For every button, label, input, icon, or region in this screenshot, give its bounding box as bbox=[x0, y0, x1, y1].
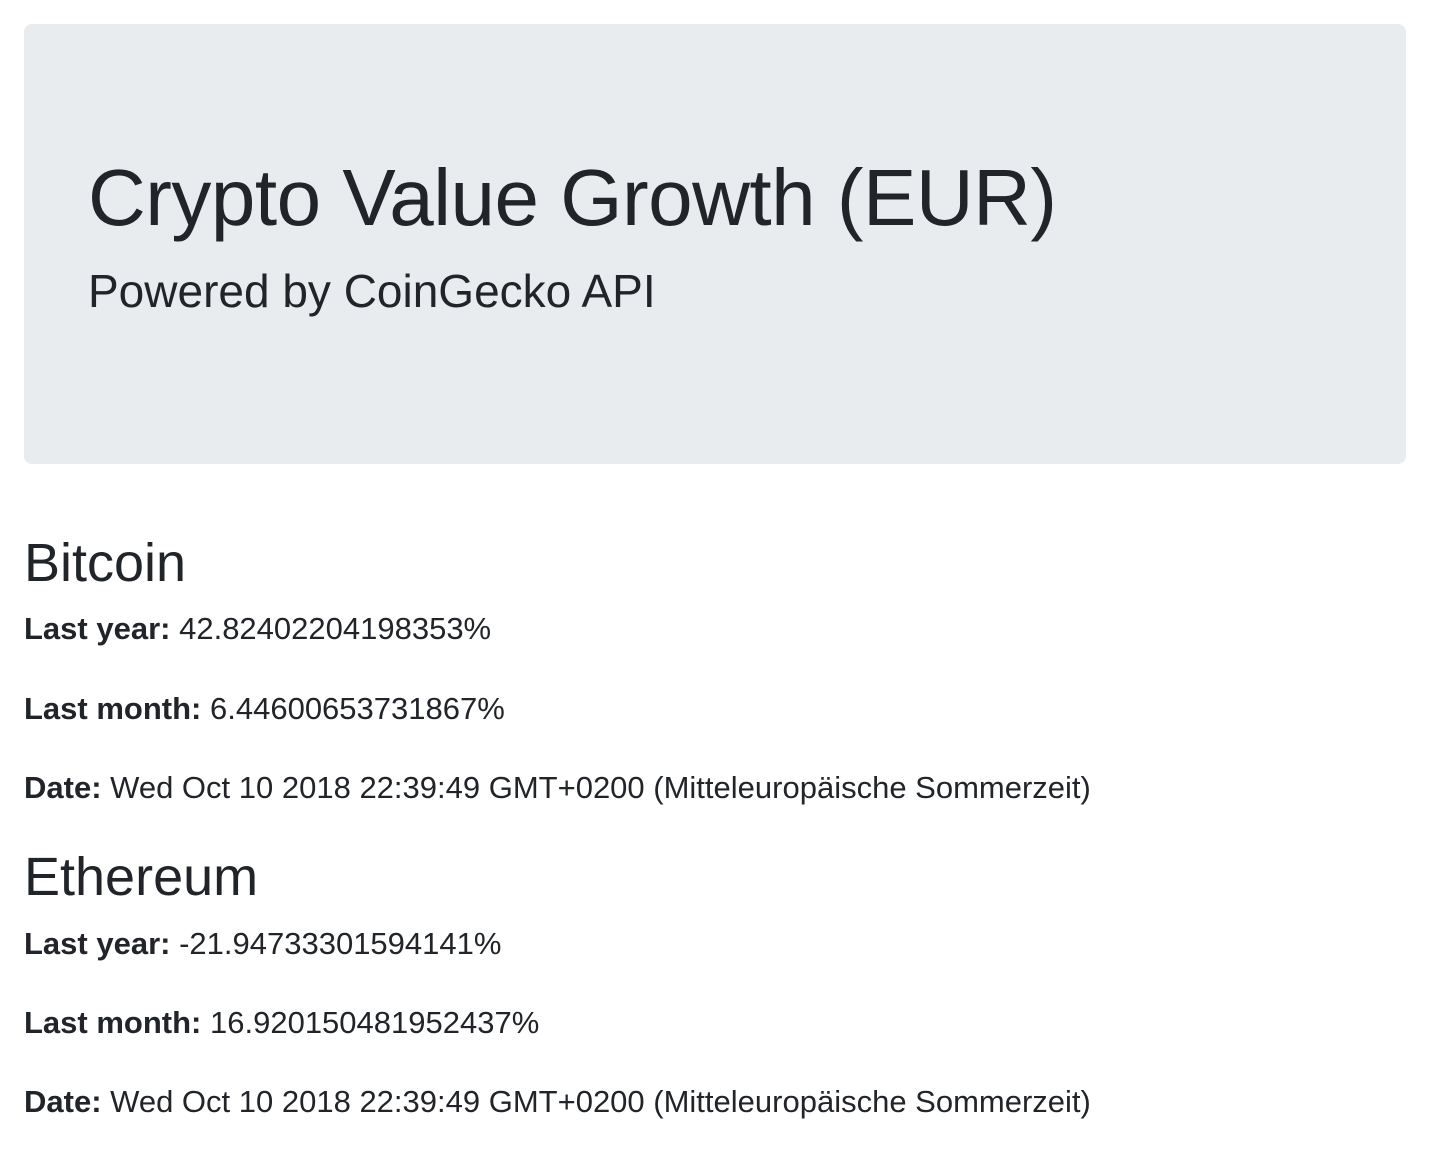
last-year-label: Last year: bbox=[24, 925, 171, 961]
date-stat: Date: Wed Oct 10 2018 22:39:49 GMT+0200 … bbox=[24, 1082, 1406, 1122]
coin-section-bitcoin: Bitcoin Last year: 42.82402204198353% La… bbox=[24, 533, 1406, 808]
last-month-label: Last month: bbox=[24, 1004, 202, 1040]
last-month-label: Last month: bbox=[24, 690, 202, 726]
last-year-stat: Last year: -21.94733301594141% bbox=[24, 924, 1406, 964]
date-label: Date: bbox=[24, 769, 102, 805]
date-value: Wed Oct 10 2018 22:39:49 GMT+0200 (Mitte… bbox=[110, 769, 1091, 805]
coin-section-ethereum: Ethereum Last year: -21.94733301594141% … bbox=[24, 847, 1406, 1122]
last-month-stat: Last month: 6.44600653731867% bbox=[24, 689, 1406, 729]
last-year-value: -21.94733301594141% bbox=[179, 925, 502, 961]
page-title: Crypto Value Growth (EUR) bbox=[88, 153, 1057, 243]
last-year-value: 42.82402204198353% bbox=[179, 611, 492, 647]
page-subtitle: Powered by CoinGecko API bbox=[88, 265, 656, 318]
last-year-label: Last year: bbox=[24, 611, 171, 647]
date-label: Date: bbox=[24, 1084, 102, 1120]
last-year-stat: Last year: 42.82402204198353% bbox=[24, 609, 1406, 649]
last-month-value: 6.44600653731867% bbox=[210, 690, 505, 726]
coin-name: Ethereum bbox=[24, 847, 259, 908]
last-month-value: 16.920150481952437% bbox=[210, 1004, 540, 1040]
date-stat: Date: Wed Oct 10 2018 22:39:49 GMT+0200 … bbox=[24, 768, 1406, 808]
header-jumbotron: Crypto Value Growth (EUR) Powered by Coi… bbox=[24, 24, 1406, 464]
date-value: Wed Oct 10 2018 22:39:49 GMT+0200 (Mitte… bbox=[110, 1084, 1091, 1120]
coin-name: Bitcoin bbox=[24, 533, 187, 593]
last-month-stat: Last month: 16.920150481952437% bbox=[24, 1003, 1406, 1043]
